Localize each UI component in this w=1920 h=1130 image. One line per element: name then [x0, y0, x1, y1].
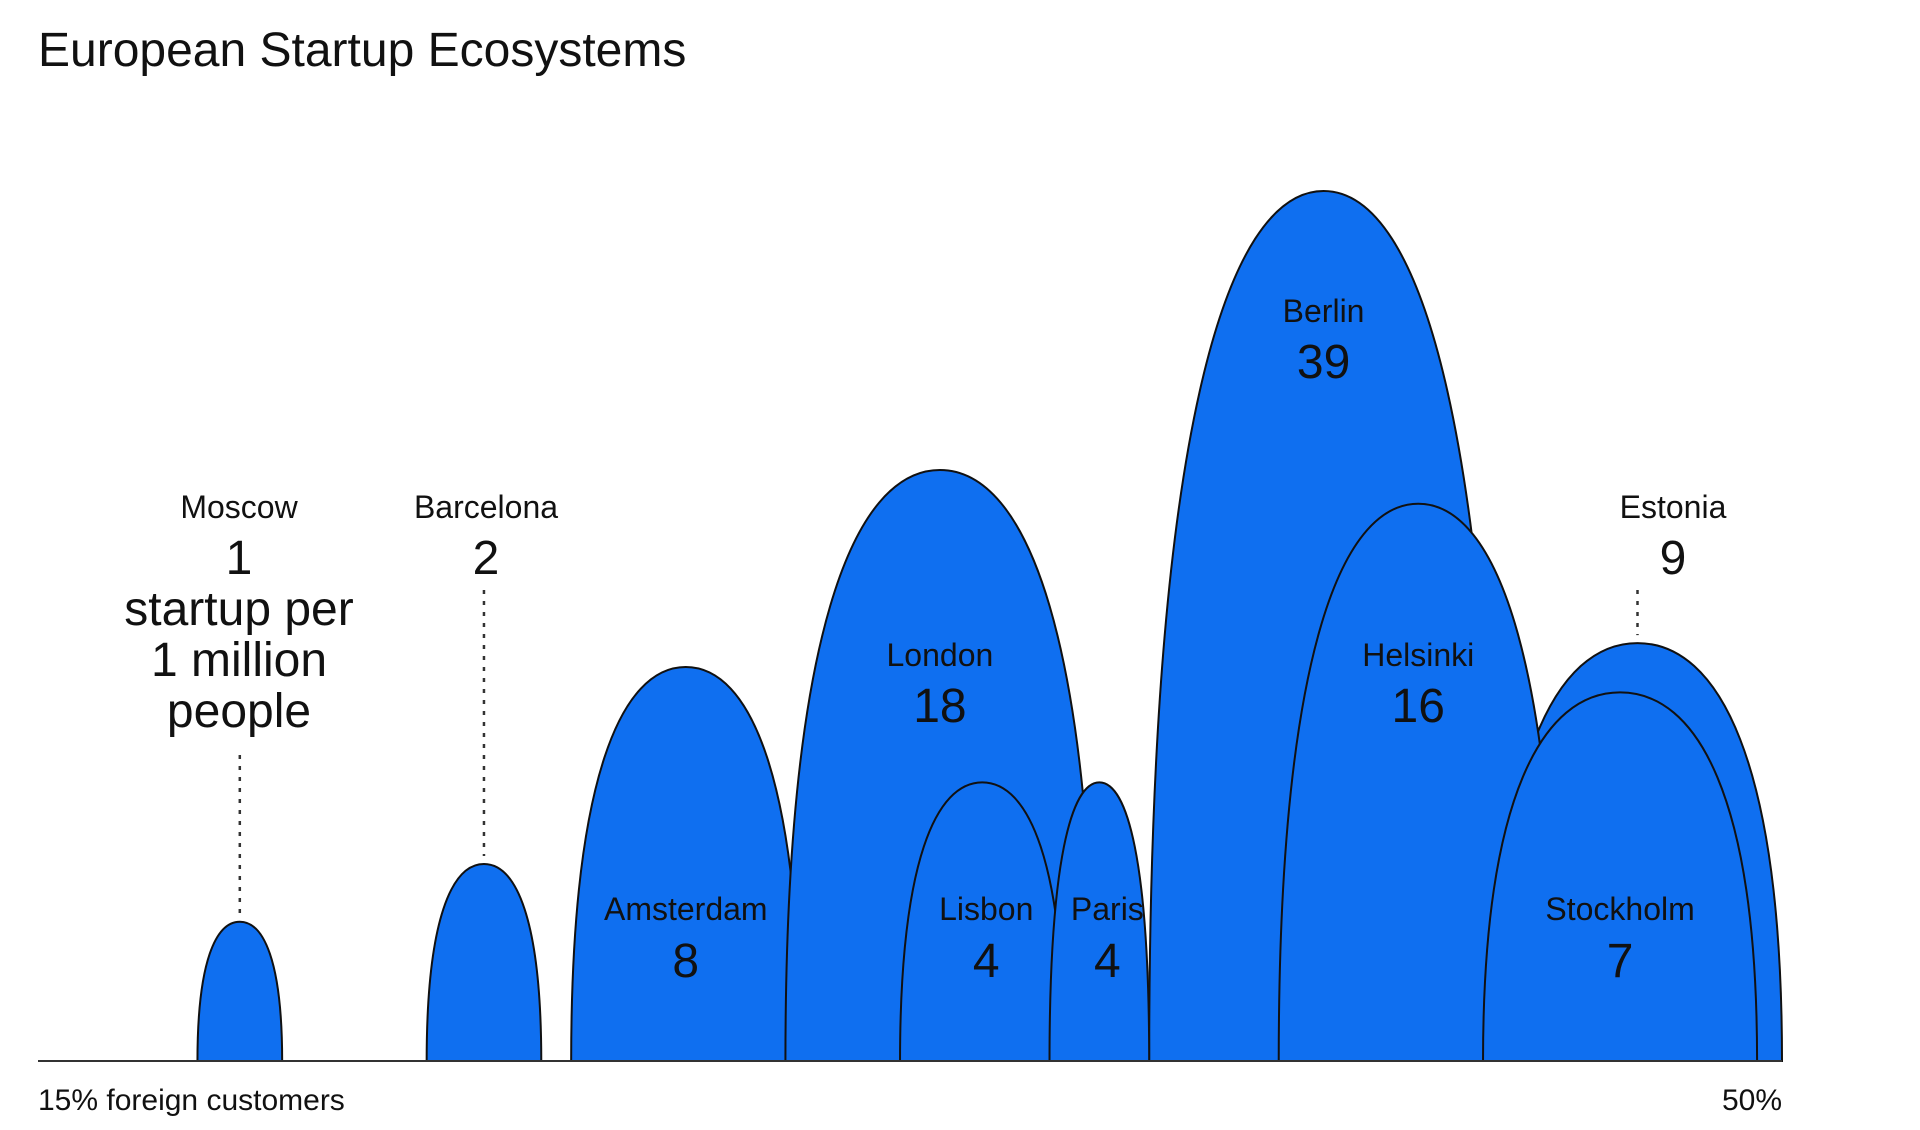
leaders-layer	[238, 590, 1639, 914]
value-lisbon: 4	[973, 935, 1000, 988]
unit-note-line: 1 million	[151, 634, 327, 687]
unit-note-line: startup per	[124, 583, 353, 636]
label-paris: Paris	[1071, 891, 1144, 927]
arches-layer	[196, 189, 1784, 1062]
label-berlin: Berlin	[1283, 293, 1365, 329]
value-paris: 4	[1094, 935, 1121, 988]
arch-paris	[1048, 781, 1151, 1062]
label-moscow: Moscow	[180, 489, 298, 525]
value-amsterdam: 8	[672, 935, 699, 988]
label-amsterdam: Amsterdam	[604, 891, 768, 927]
value-barcelona: 2	[473, 532, 500, 585]
unit-note-line: people	[167, 685, 311, 738]
value-london: 18	[913, 680, 966, 733]
arch-amsterdam	[570, 665, 802, 1062]
label-barcelona: Barcelona	[414, 489, 558, 525]
arch-barcelona	[425, 862, 543, 1062]
label-stockholm: Stockholm	[1545, 891, 1694, 927]
value-berlin: 39	[1297, 336, 1350, 389]
x-axis-min-label: 15% foreign customers	[38, 1084, 345, 1117]
chart-title: European Startup Ecosystems	[38, 24, 686, 77]
arch-moscow	[196, 920, 284, 1062]
value-estonia: 9	[1660, 532, 1687, 585]
label-london: London	[887, 637, 994, 673]
value-helsinki: 16	[1392, 680, 1445, 733]
label-lisbon: Lisbon	[939, 891, 1033, 927]
label-helsinki: Helsinki	[1362, 637, 1474, 673]
value-moscow: 1	[226, 532, 253, 585]
label-estonia: Estonia	[1620, 489, 1727, 525]
x-axis-max-label: 50%	[1722, 1084, 1782, 1117]
value-stockholm: 7	[1607, 935, 1634, 988]
arch-stockholm	[1482, 691, 1759, 1062]
